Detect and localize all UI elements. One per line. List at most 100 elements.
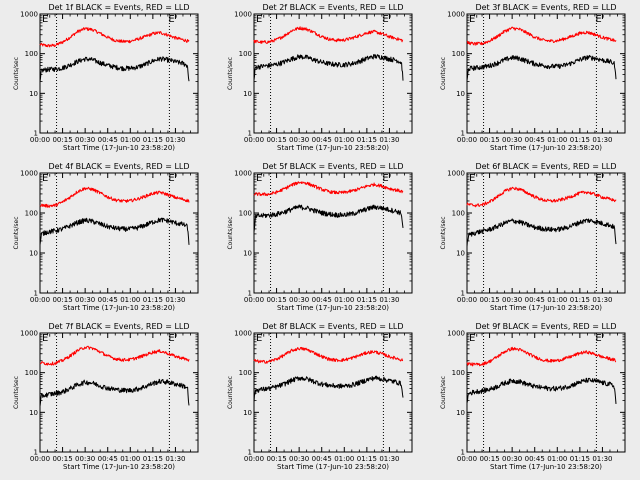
x-tick-label: 00:45 bbox=[98, 296, 118, 304]
lld-series-line bbox=[253, 346, 404, 364]
y-tick-label: 1000 bbox=[234, 330, 252, 338]
panel-title: Det 9f BLACK = Events, RED = LLD bbox=[475, 322, 616, 331]
y-tick-label: 100 bbox=[25, 369, 38, 377]
flag-label-right: E' bbox=[382, 14, 391, 25]
flag-label-right: E' bbox=[595, 333, 604, 344]
x-tick-label: 00:15 bbox=[479, 136, 499, 144]
panel-det-5: Det 5f BLACK = Events, RED = LLD 1 10 100 10… bbox=[227, 162, 413, 312]
y-tick-label: 100 bbox=[25, 210, 38, 218]
plot-frame bbox=[253, 13, 413, 134]
y-tick-label: 1 bbox=[461, 449, 465, 457]
y-tick-label: 10 bbox=[456, 409, 465, 417]
lld-series-line bbox=[466, 346, 617, 367]
plot-frame bbox=[39, 13, 199, 134]
panel-det-8: Det 8f BLACK = Events, RED = LLD 1 10 100 10… bbox=[227, 322, 413, 471]
x-tick-label: 00:45 bbox=[98, 136, 118, 144]
plot-frame bbox=[466, 172, 626, 294]
y-axis-label: Counts/sec bbox=[440, 216, 447, 249]
y-tick-label: 1000 bbox=[447, 170, 465, 178]
x-tick-label: 01:30 bbox=[592, 136, 612, 144]
x-tick-label: 00:45 bbox=[312, 296, 332, 304]
x-tick-label: 00:30 bbox=[502, 136, 522, 144]
events-series-line bbox=[253, 375, 404, 403]
flag-label-left: E' bbox=[469, 173, 478, 184]
x-tick-label: 00:00 bbox=[30, 455, 50, 463]
flag-label-left: E' bbox=[256, 14, 265, 25]
x-tick-label: 00:15 bbox=[52, 296, 72, 304]
panel-det-3: Det 3f BLACK = Events, RED = LLD 1 10 100 10… bbox=[440, 3, 626, 152]
x-tick-label: 00:00 bbox=[30, 296, 50, 304]
events-series-line bbox=[466, 377, 617, 404]
flag-label-right: E' bbox=[382, 333, 391, 344]
x-axis-label: Start Time (17-Jun-10 23:58:20) bbox=[490, 463, 602, 471]
panel-title: Det 5f BLACK = Events, RED = LLD bbox=[262, 162, 403, 171]
y-tick-label: 1000 bbox=[234, 170, 252, 178]
y-tick-label: 100 bbox=[452, 210, 465, 218]
x-tick-label: 00:45 bbox=[525, 296, 545, 304]
y-tick-label: 1000 bbox=[447, 11, 465, 19]
x-tick-label: 01:30 bbox=[379, 296, 399, 304]
panel-det-4: Det 4f BLACK = Events, RED = LLD 1 10 100 10… bbox=[13, 162, 199, 312]
x-tick-label: 00:15 bbox=[479, 455, 499, 463]
x-tick-label: 00:30 bbox=[289, 296, 309, 304]
flag-label-left: E' bbox=[469, 14, 478, 25]
x-tick-label: 00:00 bbox=[457, 136, 477, 144]
panel-title: Det 4f BLACK = Events, RED = LLD bbox=[48, 162, 189, 171]
x-tick-label: 01:00 bbox=[334, 136, 354, 144]
x-tick-label: 01:00 bbox=[334, 296, 354, 304]
x-tick-label: 01:30 bbox=[165, 455, 185, 463]
x-tick-label: 00:15 bbox=[266, 296, 286, 304]
x-tick-label: 00:00 bbox=[244, 136, 264, 144]
y-tick-label: 10 bbox=[29, 90, 38, 98]
x-tick-label: 00:00 bbox=[457, 455, 477, 463]
y-tick-label: 100 bbox=[239, 210, 252, 218]
lld-series-line bbox=[253, 181, 404, 197]
x-tick-label: 00:45 bbox=[525, 136, 545, 144]
x-tick-label: 00:45 bbox=[312, 136, 332, 144]
flag-label-left: E' bbox=[469, 333, 478, 344]
x-tick-label: 01:30 bbox=[379, 136, 399, 144]
flag-label-left: E' bbox=[42, 173, 51, 184]
panel-det-9: Det 9f BLACK = Events, RED = LLD 1 10 100 10… bbox=[440, 322, 626, 471]
x-axis-label: Start Time (17-Jun-10 23:58:20) bbox=[277, 304, 389, 312]
flag-label-left: E' bbox=[256, 333, 265, 344]
plot-frame bbox=[39, 172, 199, 294]
panel-title: Det 3f BLACK = Events, RED = LLD bbox=[475, 3, 616, 12]
flag-label-left: E' bbox=[42, 333, 51, 344]
x-tick-label: 00:30 bbox=[502, 296, 522, 304]
x-tick-label: 01:30 bbox=[379, 455, 399, 463]
y-tick-label: 100 bbox=[25, 50, 38, 58]
x-tick-label: 01:15 bbox=[570, 136, 590, 144]
x-tick-label: 01:30 bbox=[592, 296, 612, 304]
plot-frame bbox=[466, 332, 626, 453]
x-axis-label: Start Time (17-Jun-10 23:58:20) bbox=[63, 144, 175, 152]
x-axis-label: Start Time (17-Jun-10 23:58:20) bbox=[490, 144, 602, 152]
flag-label-right: E' bbox=[168, 14, 177, 25]
y-tick-label: 10 bbox=[29, 250, 38, 258]
x-tick-label: 01:00 bbox=[547, 136, 567, 144]
events-series-line bbox=[253, 204, 404, 233]
y-axis-label: Counts/sec bbox=[227, 216, 234, 249]
x-tick-label: 00:00 bbox=[457, 296, 477, 304]
flag-label-left: E' bbox=[256, 173, 265, 184]
x-tick-label: 01:00 bbox=[334, 455, 354, 463]
flag-label-right: E' bbox=[168, 333, 177, 344]
lld-series-line bbox=[466, 186, 617, 208]
y-tick-label: 1000 bbox=[20, 330, 38, 338]
x-tick-label: 01:30 bbox=[165, 296, 185, 304]
y-tick-label: 1000 bbox=[447, 330, 465, 338]
panel-title: Det 1f BLACK = Events, RED = LLD bbox=[48, 3, 189, 12]
x-tick-label: 00:45 bbox=[525, 455, 545, 463]
flag-label-right: E' bbox=[168, 173, 177, 184]
flag-label-right: E' bbox=[382, 173, 391, 184]
x-tick-label: 00:00 bbox=[244, 296, 264, 304]
y-tick-label: 1 bbox=[461, 290, 465, 298]
panel-title: Det 2f BLACK = Events, RED = LLD bbox=[262, 3, 403, 12]
x-tick-label: 01:15 bbox=[143, 296, 163, 304]
x-tick-label: 00:30 bbox=[502, 455, 522, 463]
lld-series-line bbox=[466, 26, 617, 46]
y-tick-label: 100 bbox=[239, 369, 252, 377]
x-axis-label: Start Time (17-Jun-10 23:58:20) bbox=[63, 463, 175, 471]
x-tick-label: 01:00 bbox=[120, 296, 140, 304]
events-series-line bbox=[466, 54, 617, 81]
